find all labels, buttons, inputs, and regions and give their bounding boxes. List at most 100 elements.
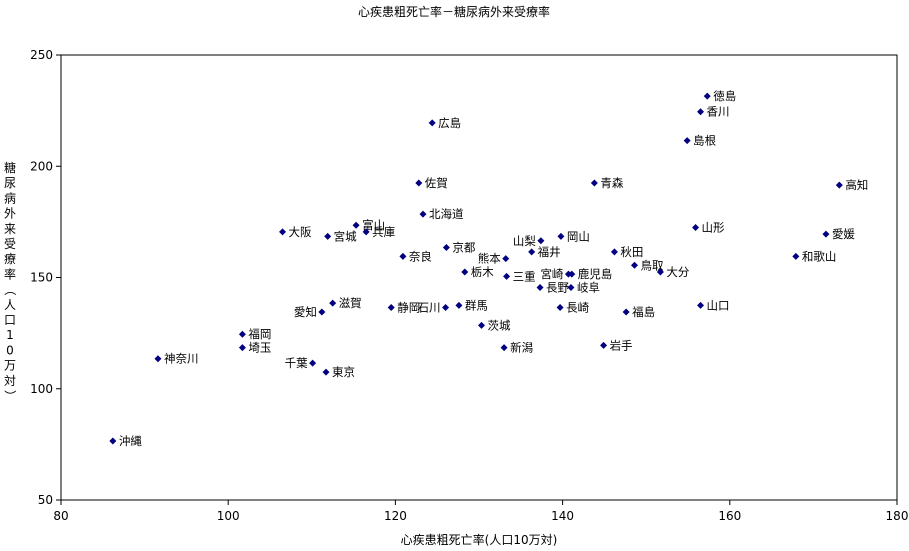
data-point: 山梨 xyxy=(513,234,545,248)
point-marker xyxy=(528,248,536,256)
point-label: 香川 xyxy=(707,105,730,119)
point-label: 京都 xyxy=(452,240,475,254)
data-point: 滋賀 xyxy=(329,296,362,310)
y-axis-label-char: 病 xyxy=(4,190,16,205)
point-marker xyxy=(238,330,246,338)
data-point: 茨城 xyxy=(478,318,511,332)
point-label: 秋田 xyxy=(620,245,643,259)
data-point: 京都 xyxy=(442,240,476,254)
data-point: 大分 xyxy=(656,265,690,279)
y-axis-label: 糖尿病外来受療率 （ 人口10 万対 ） xyxy=(3,160,17,402)
data-point: 鳥取 xyxy=(630,258,664,272)
y-axis-label-char: 0 xyxy=(6,343,14,357)
point-marker xyxy=(442,304,450,312)
point-marker xyxy=(419,210,427,218)
point-label: 福井 xyxy=(538,245,561,259)
data-point: 愛知 xyxy=(294,305,326,319)
point-label: 愛知 xyxy=(294,305,317,319)
point-label: 北海道 xyxy=(429,207,464,221)
point-label: 愛媛 xyxy=(832,227,855,241)
data-point: 山形 xyxy=(692,220,725,234)
data-point: 三重 xyxy=(503,269,536,283)
point-marker xyxy=(329,299,337,307)
data-point: 福岡 xyxy=(238,327,271,341)
point-label: 群馬 xyxy=(465,298,488,312)
data-point: 千葉 xyxy=(285,356,317,370)
data-point: 新潟 xyxy=(500,341,533,355)
data-point: 和歌山 xyxy=(792,249,836,263)
point-label: 東京 xyxy=(332,365,355,379)
data-point: 長崎 xyxy=(556,301,590,315)
data-point: 静岡 xyxy=(387,301,420,315)
point-label: 静岡 xyxy=(397,301,420,315)
point-label: 佐賀 xyxy=(425,176,448,190)
point-label: 高知 xyxy=(845,178,868,192)
point-label: 沖縄 xyxy=(119,434,142,448)
x-tick-label: 120 xyxy=(384,509,407,523)
point-label: 埼玉 xyxy=(248,341,271,355)
x-tick-label: 80 xyxy=(53,509,68,523)
data-point: 長野 xyxy=(536,281,570,295)
point-marker xyxy=(600,341,608,349)
point-marker xyxy=(362,228,370,236)
point-marker xyxy=(502,255,510,263)
point-marker xyxy=(683,137,691,145)
data-point: 島根 xyxy=(683,134,717,148)
data-point: 北海道 xyxy=(419,207,464,221)
point-marker xyxy=(154,355,162,363)
point-label: 徳島 xyxy=(713,89,736,103)
point-marker xyxy=(109,437,117,445)
data-point: 熊本 xyxy=(478,252,510,266)
point-label: 宮崎 xyxy=(540,267,563,281)
point-marker xyxy=(835,181,843,189)
point-marker xyxy=(461,268,469,276)
data-point: 岩手 xyxy=(600,338,633,352)
data-point: 徳島 xyxy=(703,89,736,103)
point-marker xyxy=(557,232,565,240)
data-point: 秋田 xyxy=(610,245,643,259)
data-point: 福井 xyxy=(528,245,561,259)
y-axis-label-char: 来 xyxy=(4,222,16,236)
point-marker xyxy=(590,179,598,187)
data-point: 福島 xyxy=(622,305,655,319)
data-point: 広島 xyxy=(428,116,461,130)
data-point: 宮城 xyxy=(324,229,357,243)
point-label: 福島 xyxy=(632,305,655,319)
point-label: 栃木 xyxy=(471,265,494,279)
y-tick-label: 200 xyxy=(30,159,53,173)
y-axis-label-char: 万 xyxy=(4,359,16,373)
point-label: 富山 xyxy=(362,218,385,232)
data-point: 沖縄 xyxy=(109,434,142,448)
x-tick-label: 180 xyxy=(886,509,909,523)
point-marker xyxy=(399,252,407,260)
point-label: 兵庫 xyxy=(372,225,395,239)
y-axis: 50 100 150 200 250 xyxy=(30,48,61,507)
point-marker xyxy=(656,268,664,276)
point-label: 茨城 xyxy=(488,318,511,332)
point-marker xyxy=(455,301,463,309)
data-point: 大阪 xyxy=(279,225,312,239)
point-marker xyxy=(822,230,830,238)
point-label: 広島 xyxy=(438,116,461,130)
y-axis-label-char: 対 xyxy=(4,374,16,388)
y-axis-label-char: 糖 xyxy=(4,160,16,175)
y-axis-label-char: 療 xyxy=(4,252,16,266)
data-point: 群馬 xyxy=(455,298,488,312)
point-label: 和歌山 xyxy=(802,249,837,263)
point-label: 石川 xyxy=(418,301,441,315)
point-label: 熊本 xyxy=(478,252,501,266)
point-label: 青森 xyxy=(600,176,623,190)
point-marker xyxy=(442,243,450,251)
point-marker xyxy=(352,221,360,229)
point-marker xyxy=(322,368,330,376)
point-marker xyxy=(697,108,705,116)
data-point: 青森 xyxy=(590,176,624,190)
point-marker xyxy=(792,252,800,260)
data-point: 東京 xyxy=(322,365,355,379)
point-marker xyxy=(415,179,423,187)
point-marker xyxy=(567,284,575,292)
point-label: 岩手 xyxy=(610,338,633,352)
point-label: 鹿児島 xyxy=(578,267,613,281)
point-marker xyxy=(309,359,317,367)
